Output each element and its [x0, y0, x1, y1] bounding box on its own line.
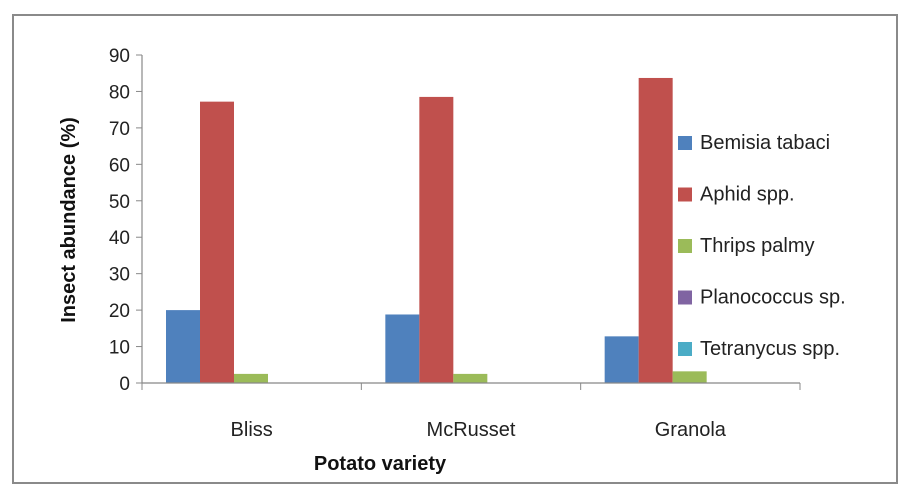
y-tick-label: 70 — [109, 119, 130, 140]
x-category-label: Bliss — [231, 419, 273, 441]
y-tick-label: 20 — [109, 301, 130, 322]
y-tick-label: 10 — [109, 338, 130, 359]
y-tick-label: 80 — [109, 82, 130, 103]
legend-label: Thrips palmy — [700, 235, 814, 257]
bar-bemisia-tabaci-granola — [604, 336, 639, 383]
axes — [141, 55, 800, 384]
bars — [166, 77, 707, 384]
legend-swatch — [678, 290, 692, 305]
bar-aphid-spp-mcrusset — [419, 96, 454, 384]
bar-bemisia-tabaci-bliss — [166, 310, 200, 383]
legend: Bemisia tabaci Aphid spp. Thrips palmy Plan… — [678, 132, 846, 360]
chart-frame — [12, 14, 898, 484]
y-tick-label: 0 — [119, 374, 130, 395]
x-axis-labels: Bliss McRusset Granola — [141, 383, 801, 441]
bar-thrips-palmy-granola — [672, 371, 707, 383]
y-axis-ticks: 0 10 20 30 40 50 60 70 80 90 — [109, 46, 142, 395]
legend-label: Planococcus sp. — [700, 287, 846, 309]
x-axis-title: Potato variety — [314, 453, 447, 475]
bar-bemisia-tabaci-mcrusset — [385, 314, 420, 383]
legend-label: Tetranycus spp. — [700, 338, 840, 360]
bar-thrips-palmy-bliss — [234, 373, 268, 383]
y-tick-label: 50 — [109, 192, 130, 213]
bar-aphid-spp-granola — [638, 77, 673, 384]
legend-swatch — [678, 342, 692, 356]
y-tick-label: 30 — [109, 265, 130, 286]
legend-swatch — [678, 187, 692, 202]
bar-thrips-palmy-mcrusset — [453, 373, 488, 383]
legend-swatch — [678, 239, 692, 253]
y-tick-label: 90 — [109, 46, 130, 67]
x-category-label: Granola — [655, 419, 727, 441]
y-tick-label: 60 — [109, 155, 130, 176]
legend-swatch — [678, 136, 692, 150]
y-tick-label: 40 — [109, 228, 130, 249]
x-category-label: McRusset — [427, 419, 516, 441]
y-axis-title: Insect abundance (%) — [58, 117, 80, 323]
legend-label: Bemisia tabaci — [700, 132, 830, 154]
legend-label: Aphid spp. — [700, 184, 795, 206]
bar-aphid-spp-bliss — [200, 101, 234, 383]
